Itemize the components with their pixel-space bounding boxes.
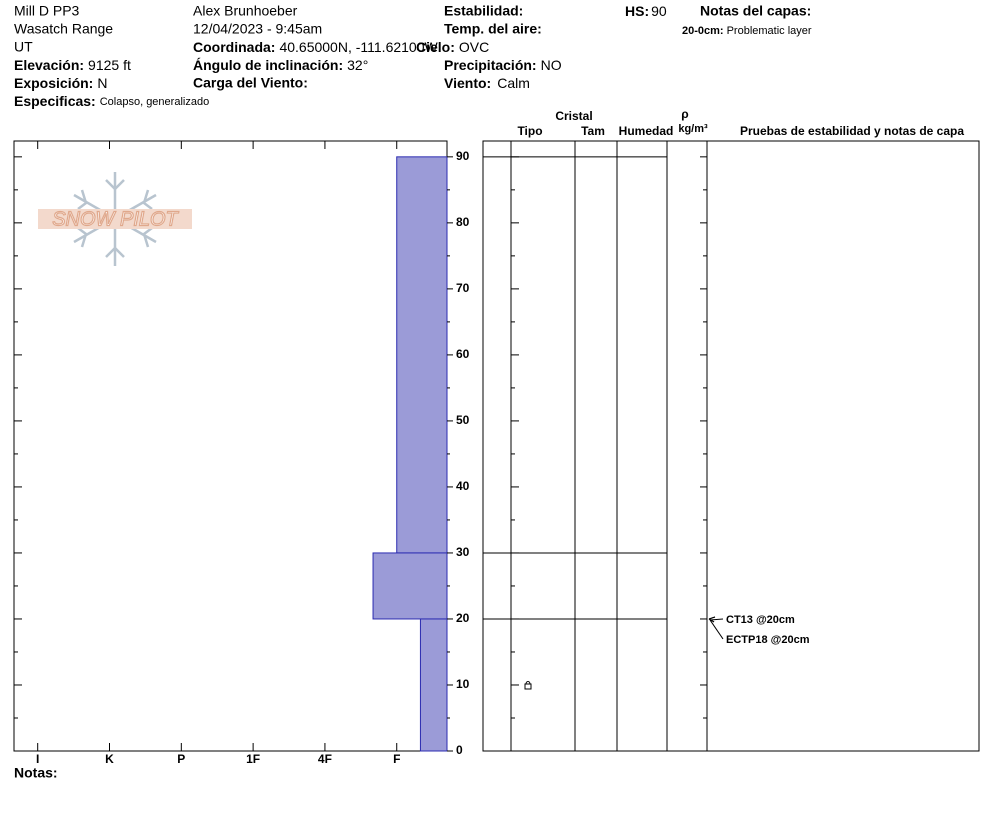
pit-name: Mill D PP3 [14,3,80,19]
value: 40.65000N, -111.62100W [279,39,438,55]
y-tick-label: 10 [456,677,470,691]
observer: Alex Brunhoeber [193,3,298,19]
value: 90 [651,3,667,19]
label: Exposición: [14,75,93,91]
x-tick-label: 1F [246,752,260,766]
label: Coordinada: [193,39,275,55]
range: 20-0cm: [682,25,724,37]
y-tick-label: 50 [456,413,470,427]
logo-band [38,209,192,229]
hardness-bar [419,618,448,752]
label: Viento: [444,75,491,91]
precipitation: Precipitación: NO [444,57,562,73]
sky: Cielo: OVC [416,39,489,55]
test-pointer [709,618,724,621]
test-pointer [709,619,724,640]
wind-loading: Carga del Viento: [193,75,308,91]
label: Precipitación: [444,57,537,73]
col-header: Tipo [517,124,542,138]
col-header: Tam [581,124,605,138]
label: Especificas: [14,93,96,109]
y-tick-label: 70 [456,281,470,295]
y-tick-label: 0 [456,743,463,757]
col-header: Cristal [555,109,592,123]
value: OVC [459,39,489,55]
x-tick-label: F [393,752,400,766]
value: Colapso, generalizado [100,96,209,108]
grain-symbol [524,680,532,690]
x-tick-label: K [105,752,114,766]
col-header: ρ [681,107,688,121]
y-tick-label: 80 [456,215,470,229]
y-tick-label: 20 [456,611,470,625]
hardness-bar [396,156,448,554]
notes: Notas: [14,765,58,781]
wind: Viento: Calm [444,75,530,91]
x-tick-label: P [177,752,185,766]
layer-note: 20-0cm: Problematic layer [682,25,812,37]
stability: Estabilidad: [444,3,523,19]
y-tick-label: 40 [456,479,470,493]
value: N [97,75,107,91]
value: 32° [347,57,368,73]
state: UT [14,39,33,55]
specifics: Especificas: Colapso, generalizado [14,93,209,109]
x-tick-label: I [36,752,39,766]
label: Elevación: [14,57,84,73]
layer-notes-title: Notas del capas: [700,3,811,19]
hardness-bar [372,552,448,620]
test-label: ECTP18 @20cm [726,634,810,646]
y-tick-label: 30 [456,545,470,559]
aspect: Exposición: N [14,75,107,91]
range: Wasatch Range [14,21,113,37]
elevation: Elevación: 9125 ft [14,57,131,73]
coordinates: Coordinada: 40.65000N, -111.62100W [193,39,438,55]
x-tick-label: 4F [318,752,332,766]
slope: Ángulo de inclinación: 32° [193,57,368,73]
y-tick-label: 90 [456,149,470,163]
logo-text: SNOW PILOT [52,208,179,230]
datetime: 12/04/2023 - 9:45am [193,21,322,37]
y-tick-label: 60 [456,347,470,361]
air-temp: Temp. del aire: [444,21,542,37]
value: NO [541,57,562,73]
hardness-frame [13,140,448,752]
label: Cielo: [416,39,455,55]
value: 9125 ft [88,57,131,73]
hs: HS: 90 [625,3,667,19]
test-label: CT13 @20cm [726,614,795,626]
value: Calm [497,75,530,91]
label: HS: [625,3,649,19]
layer-frame [482,140,980,752]
label: Ángulo de inclinación: [193,57,343,73]
col-header: kg/m³ [678,123,708,135]
col-header: Pruebas de estabilidad y notas de capa [740,124,964,138]
text: Problematic layer [727,25,812,37]
test-arrowhead [708,616,716,623]
col-header: Humedad [619,124,674,138]
